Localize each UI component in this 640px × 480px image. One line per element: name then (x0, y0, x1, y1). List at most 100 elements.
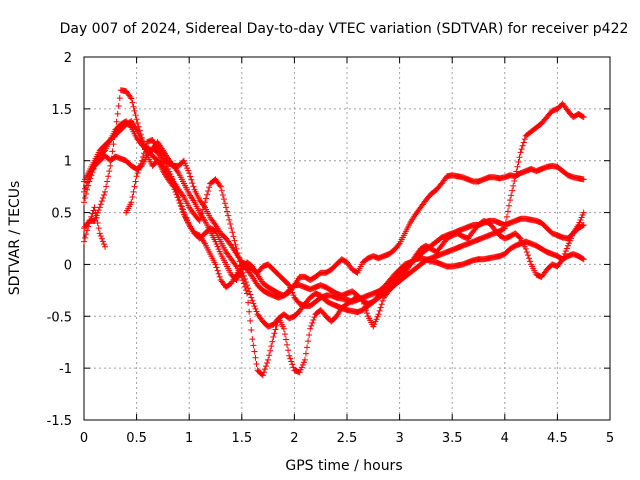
data-point-marker (131, 107, 138, 114)
data-point-marker (517, 149, 524, 156)
data-point-marker (246, 308, 253, 315)
axis-ticks: 0 0.5 1 1.5 2 2.5 3 3.5 4 4.5 5 2 1.5 1 0.5 0 -0.5 -1 -1.5 (47, 51, 615, 446)
data-point-marker (110, 141, 117, 148)
data-point-marker (164, 163, 171, 170)
data-point-marker (515, 158, 522, 165)
data-point-marker (221, 200, 228, 207)
x-tick-label: 5 (606, 431, 614, 446)
data-point-marker (288, 358, 295, 365)
data-point-marker (83, 231, 90, 238)
data-point-marker (92, 209, 99, 216)
data-point-marker (100, 148, 107, 155)
data-point-marker (229, 229, 236, 236)
data-point-marker (519, 142, 526, 149)
data-point-marker (171, 181, 178, 188)
data-point-marker (285, 281, 292, 288)
x-tick-label: 1 (185, 431, 193, 446)
data-point-marker (214, 267, 221, 274)
data-point-marker (96, 204, 103, 211)
data-point-marker (227, 220, 234, 227)
data-point-marker (290, 364, 297, 371)
data-point-marker (580, 222, 587, 229)
x-tick-label: 4.5 (547, 431, 568, 446)
data-point-marker (506, 202, 513, 209)
data-point-marker (525, 255, 532, 262)
data-point-marker (227, 241, 234, 248)
data-point-marker (176, 197, 183, 204)
data-point-marker (205, 187, 212, 194)
data-point-marker (513, 168, 520, 175)
data-point-marker (170, 178, 177, 185)
data-point-marker (231, 237, 238, 244)
data-point-marker (220, 196, 227, 203)
data-point-marker (174, 168, 181, 175)
data-point-marker (579, 255, 586, 262)
data-point-marker (253, 360, 260, 367)
data-point-marker (269, 338, 276, 345)
data-point-marker (175, 194, 182, 201)
data-point-marker (215, 270, 222, 277)
x-tick-label: 4 (501, 431, 509, 446)
data-point-marker (289, 361, 296, 368)
y-tick-label: -1 (59, 362, 72, 377)
data-point-marker (248, 326, 255, 333)
data-point-marker (201, 199, 208, 206)
data-point-marker (82, 185, 89, 192)
data-point-marker (93, 214, 100, 221)
data-point-marker (82, 234, 89, 241)
data-point-marker (249, 336, 256, 343)
data-point-marker (109, 148, 116, 155)
data-point-marker (562, 248, 569, 255)
data-point-marker (375, 311, 382, 318)
data-point-marker (139, 153, 146, 160)
data-point-marker (251, 303, 258, 310)
series-trace-5 (81, 136, 587, 307)
data-point-marker (81, 188, 87, 195)
chart-title: Day 007 of 2024, Sidereal Day-to-day VTE… (60, 21, 629, 37)
x-tick-label: 2.5 (337, 431, 358, 446)
data-point-marker (286, 352, 293, 359)
data-point-marker (91, 217, 98, 224)
data-point-marker (133, 116, 140, 123)
data-point-marker (378, 301, 385, 308)
y-tick-label: 0.5 (51, 207, 72, 222)
data-point-marker (129, 99, 136, 106)
data-point-marker (280, 325, 287, 332)
data-point-marker (580, 256, 587, 263)
data-point-marker (186, 170, 193, 177)
data-point-marker (87, 216, 94, 223)
data-point-marker (172, 184, 179, 191)
data-point-marker (239, 269, 246, 276)
data-point-marker (158, 151, 165, 158)
data-point-marker (132, 178, 139, 185)
data-point-marker (260, 369, 267, 376)
data-point-marker (527, 258, 534, 265)
x-tick-label: 2 (290, 431, 298, 446)
data-point-marker (247, 317, 254, 324)
data-point-marker (503, 213, 510, 220)
data-point-marker (114, 110, 121, 117)
data-point-marker (395, 241, 402, 248)
data-point-marker (130, 103, 137, 110)
data-point-marker (174, 190, 181, 197)
data-point-marker (520, 139, 527, 146)
data-point-marker (522, 245, 529, 252)
data-point-marker (200, 202, 207, 209)
data-point-marker (235, 254, 242, 261)
data-point-marker (511, 178, 518, 185)
data-point-marker (199, 206, 206, 213)
data-point-marker (521, 136, 528, 143)
data-point-marker (267, 347, 274, 354)
data-point-marker (190, 183, 197, 190)
y-axis-title: SDTVAR / TECUs (7, 181, 23, 296)
data-point-marker (240, 272, 247, 279)
data-point-marker (245, 299, 252, 306)
data-point-marker (134, 119, 141, 126)
data-point-marker (219, 191, 226, 198)
data-point-marker (189, 180, 196, 187)
data-point-marker (113, 118, 120, 125)
data-point-marker (83, 182, 90, 189)
data-point-marker (508, 192, 515, 199)
data-point-marker (163, 160, 170, 167)
data-point-marker (524, 252, 531, 259)
